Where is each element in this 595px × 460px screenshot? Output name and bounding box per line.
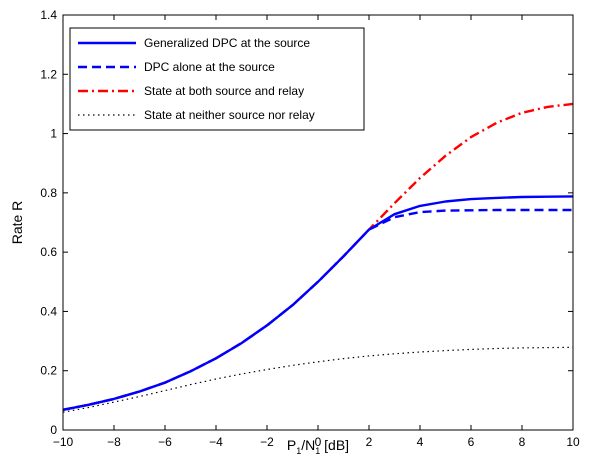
- legend-box: [69, 27, 365, 131]
- x-tick-label: 2: [366, 435, 373, 449]
- y-tick-label: 0: [50, 423, 57, 437]
- x-tick-label: 4: [417, 435, 424, 449]
- legend-label-3: State at both source and relay: [144, 84, 304, 98]
- y-tick-label: 0.8: [40, 186, 57, 200]
- y-tick-label: 1: [50, 127, 57, 141]
- y-tick-label: 1.2: [40, 67, 57, 81]
- series-layer: [62, 102, 574, 413]
- x-tick-label: −8: [107, 435, 121, 449]
- y-tick-label: 0.4: [40, 304, 57, 318]
- x-axis-label-subscript-2: 1: [315, 446, 320, 456]
- y-tick-label: 0.6: [40, 245, 57, 259]
- legend-label-2: DPC alone at the source: [144, 60, 275, 74]
- x-tick-label: 10: [566, 435, 580, 449]
- x-tick-label: 6: [468, 435, 475, 449]
- series-line-1: [62, 195, 574, 411]
- x-tick-label: −10: [53, 435, 74, 449]
- legend: Generalized DPC at the source DPC alone a…: [69, 27, 365, 131]
- y-tick-label: 1.4: [40, 8, 57, 22]
- ticks-layer: −10 −8 −6 −4 −2 0 2 4 6 8 10 0 0.2 0.4 0.6 0.8 1 1.2 1.4: [40, 8, 580, 449]
- plot-frame: [62, 14, 574, 431]
- y-tick-label: 0.2: [40, 364, 57, 378]
- y-axis-label: Rate R: [9, 201, 25, 245]
- x-tick-label: −6: [158, 435, 172, 449]
- x-tick-label: 8: [519, 435, 526, 449]
- series-line-4: [62, 346, 574, 413]
- x-tick-label: 0: [315, 435, 322, 449]
- legend-label-4: State at neither source nor relay: [144, 108, 315, 122]
- x-axis-label-subscript-1: 1: [296, 446, 301, 456]
- x-axis-label: P1/N1 [dB]: [287, 437, 349, 456]
- x-axis-label-tail: [dB]: [320, 437, 349, 453]
- x-axis-label-main: P: [287, 437, 296, 453]
- x-axis-label-mid: /N: [301, 437, 315, 453]
- legend-label-1: Generalized DPC at the source: [144, 36, 310, 50]
- x-tick-label: −4: [209, 435, 223, 449]
- x-tick-label: −2: [260, 435, 274, 449]
